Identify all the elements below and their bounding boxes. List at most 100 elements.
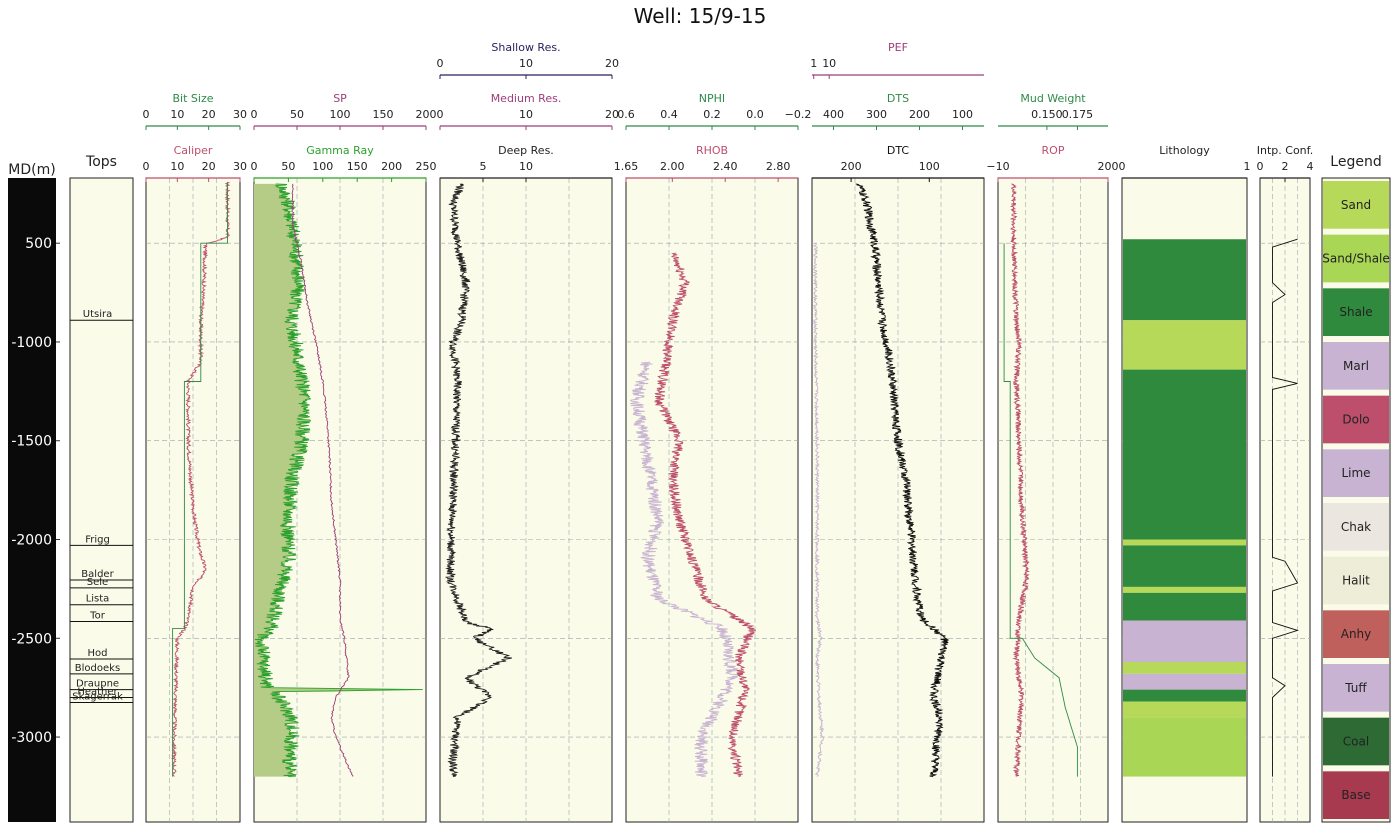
caliper-scale-tick-label: 30	[233, 108, 247, 121]
gamma-scale-tick-label: 200	[381, 160, 402, 173]
lithology-scale-tick-label: 1	[1244, 160, 1251, 173]
gamma-scale-tick-label: 0	[251, 108, 258, 121]
legend-label: Halit	[1342, 574, 1370, 588]
interp-scale-title: Intp. Conf.	[1257, 144, 1313, 157]
lith-interval	[1123, 701, 1246, 718]
legend-swatch	[1323, 288, 1389, 336]
top-label: Draupne	[76, 679, 119, 690]
resistivity-scale-tick-label: 20	[605, 57, 619, 70]
lith-interval	[1123, 689, 1246, 702]
legend-panel	[1321, 177, 1391, 823]
top-label: Skagerrak	[72, 691, 123, 702]
interp-scale-tick-label: 0	[1257, 160, 1264, 173]
rop-scale-title: ROP	[1042, 144, 1065, 157]
caliper-scale-tick-label: 0	[143, 108, 150, 121]
interp-scale-tick-label: 4	[1307, 160, 1314, 173]
lith-interval	[1123, 545, 1246, 587]
rop-mud-curve	[1003, 243, 1078, 777]
caliper-scale-tick-label: 0	[143, 160, 150, 173]
density-scale-tick-label: 0.0	[746, 108, 764, 121]
sonic-scale-tick-label: 100	[919, 160, 940, 173]
density-scale-tick-label: 2.80	[766, 160, 791, 173]
legend-label: Sand	[1341, 198, 1371, 212]
track-lithology: Lithology 0 1	[1119, 144, 1251, 823]
resistivity-scale-title: Deep Res.	[498, 144, 554, 157]
density-rhob-curve	[654, 252, 757, 778]
density-scale-tick-label: 2.00	[660, 160, 685, 173]
legend-swatch	[1323, 771, 1389, 819]
top-label: Utsira	[83, 309, 112, 320]
sonic-scale-tick-label: 1	[810, 57, 817, 70]
gamma-scale-tick-label: 150	[347, 160, 368, 173]
sonic-scale-tick-label: 400	[823, 108, 844, 121]
gamma-scale-tick-label: 100	[330, 108, 351, 121]
lith-interval	[1123, 620, 1246, 662]
lith-interval	[1123, 661, 1246, 674]
sonic-pef-curve	[812, 242, 825, 777]
density-scale-title: NPHI	[699, 92, 725, 105]
lith-interval	[1123, 320, 1246, 370]
density-scale-tick-label: 0.2	[703, 108, 721, 121]
depth-tick-label: -1500	[11, 434, 52, 450]
sonic-scale-tick-label: 10	[822, 57, 836, 70]
sonic-scale-title: DTC	[887, 144, 910, 157]
lith-interval	[1123, 586, 1246, 593]
gamma-scale-tick-label: 250	[416, 160, 437, 173]
legend-swatch	[1323, 234, 1389, 283]
caliper-caliper-curve	[170, 181, 231, 777]
legend-swatch	[1323, 395, 1389, 444]
rop-scale-tick-label: 0.175	[1062, 108, 1094, 121]
caliper-scale-tick-label: 30	[233, 160, 247, 173]
lith-interval	[1123, 592, 1246, 621]
caliper-scale-title: Bit Size	[173, 92, 214, 105]
gamma-scale-tick-label: 0	[251, 160, 258, 173]
resistivity-scale-title: Medium Res.	[491, 92, 562, 105]
lith-interval	[1123, 239, 1246, 321]
density-scale-tick-label: −0.2	[785, 108, 812, 121]
gamma-gr-curve	[254, 183, 423, 778]
caliper-scale-tick-label: 10	[170, 160, 184, 173]
density-scale-tick-label: 1.65	[614, 160, 639, 173]
legend-swatch	[1323, 181, 1389, 229]
track-density: NPHI 0.6 0.4 0.2 0.0 −0.2 RHOB 1.65 2.00 2.40 2.80	[614, 92, 812, 823]
gamma-scale-title: Gamma Ray	[306, 144, 374, 157]
chart-title: Well: 15/9-15	[633, 4, 767, 28]
depth-tick-label: -3000	[11, 730, 52, 746]
top-label: Blodoeks	[75, 663, 120, 674]
top-label: Tor	[89, 610, 106, 621]
caliper-scale-tick-label: 20	[202, 108, 216, 121]
legend-header: Legend	[1330, 154, 1381, 170]
gamma-scale-tick-label: 50	[290, 108, 304, 121]
legend-swatch	[1323, 556, 1389, 605]
resistivity-scale-tick-label: 0	[437, 108, 444, 121]
top-label: Lista	[86, 594, 110, 605]
legend-swatch	[1323, 503, 1389, 551]
sonic-scale-title: DTS	[887, 92, 909, 105]
top-label: Frigg	[85, 534, 110, 545]
track-interp: Intp. Conf. 0 2 4	[1257, 144, 1314, 823]
legend-swatch	[1323, 664, 1389, 712]
legend-swatch	[1323, 610, 1389, 658]
depth-tick-label: -2500	[11, 631, 52, 647]
legend-label: Sand/Shale	[1322, 252, 1390, 266]
legend-swatch	[1323, 449, 1389, 497]
interp-conf-curve	[1272, 238, 1299, 777]
interp-scale-tick-label: 2	[1282, 160, 1289, 173]
rop-scale-tick-label: 200	[1098, 160, 1119, 173]
rop-scale-title: Mud Weight	[1020, 92, 1086, 105]
sonic-scale-title: PEF	[888, 41, 908, 54]
tops-panel	[69, 177, 134, 823]
track-sonic: PEF 1 10 DTS 400 300 200 100 DTC 200 100	[810, 41, 985, 823]
density-scale-tick-label: 0.6	[617, 108, 635, 121]
density-scale-tick-label: 0.4	[660, 108, 678, 121]
caliper-scale-tick-label: 20	[202, 160, 216, 173]
rop-scale-tick-label: −10	[986, 160, 1009, 173]
resistivity-scale-tick-label: 10	[519, 108, 533, 121]
legend-label: Marl	[1343, 359, 1369, 373]
lithology-scale-title: Lithology	[1159, 144, 1210, 157]
resistivity-scale-tick-label: 10	[519, 160, 533, 173]
resistivity-deep-curve	[444, 183, 513, 778]
top-label: Balder	[81, 569, 114, 580]
